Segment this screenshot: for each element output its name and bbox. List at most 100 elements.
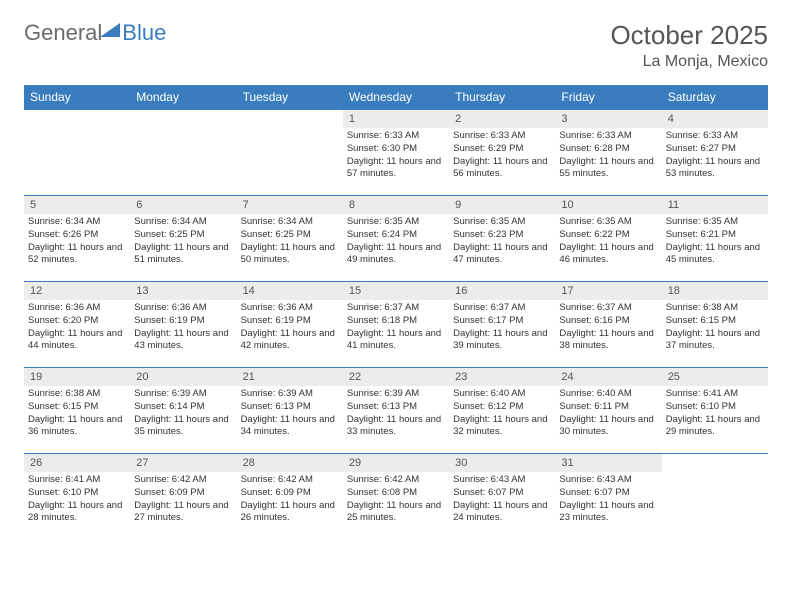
calendar-cell: 19Sunrise: 6:38 AMSunset: 6:15 PMDayligh… [24,368,130,454]
day-details: Sunrise: 6:41 AMSunset: 6:10 PMDaylight:… [24,472,130,529]
sunset-text: Sunset: 6:24 PM [347,229,445,242]
sunset-text: Sunset: 6:27 PM [666,143,764,156]
day-number: 27 [130,454,236,472]
sunset-text: Sunset: 6:25 PM [134,229,232,242]
calendar-cell: 30Sunrise: 6:43 AMSunset: 6:07 PMDayligh… [449,454,555,540]
day-number: 31 [555,454,661,472]
calendar-head: Sunday Monday Tuesday Wednesday Thursday… [24,85,768,110]
calendar-week: 19Sunrise: 6:38 AMSunset: 6:15 PMDayligh… [24,368,768,454]
day-details: Sunrise: 6:36 AMSunset: 6:19 PMDaylight:… [130,300,236,357]
weekday-header: Friday [555,85,661,110]
calendar-cell: 4Sunrise: 6:33 AMSunset: 6:27 PMDaylight… [662,110,768,196]
day-details: Sunrise: 6:42 AMSunset: 6:09 PMDaylight:… [130,472,236,529]
sunset-text: Sunset: 6:29 PM [453,143,551,156]
sunrise-text: Sunrise: 6:38 AM [666,302,764,315]
daylight-text: Daylight: 11 hours and 56 minutes. [453,156,551,182]
calendar-cell: 21Sunrise: 6:39 AMSunset: 6:13 PMDayligh… [237,368,343,454]
calendar-cell: 12Sunrise: 6:36 AMSunset: 6:20 PMDayligh… [24,282,130,368]
sunset-text: Sunset: 6:10 PM [666,401,764,414]
day-details: Sunrise: 6:37 AMSunset: 6:17 PMDaylight:… [449,300,555,357]
calendar-cell: 16Sunrise: 6:37 AMSunset: 6:17 PMDayligh… [449,282,555,368]
sunset-text: Sunset: 6:15 PM [28,401,126,414]
sunrise-text: Sunrise: 6:40 AM [559,388,657,401]
month-title: October 2025 [610,20,768,51]
day-number: 15 [343,282,449,300]
daylight-text: Daylight: 11 hours and 37 minutes. [666,328,764,354]
day-number: 28 [237,454,343,472]
daylight-text: Daylight: 11 hours and 35 minutes. [134,414,232,440]
sunset-text: Sunset: 6:19 PM [241,315,339,328]
sunset-text: Sunset: 6:23 PM [453,229,551,242]
location: La Monja, Mexico [610,53,768,71]
calendar-cell: 8Sunrise: 6:35 AMSunset: 6:24 PMDaylight… [343,196,449,282]
day-number [662,454,768,460]
sunset-text: Sunset: 6:15 PM [666,315,764,328]
day-number: 12 [24,282,130,300]
day-number: 22 [343,368,449,386]
daylight-text: Daylight: 11 hours and 29 minutes. [666,414,764,440]
weekday-header: Sunday [24,85,130,110]
sunrise-text: Sunrise: 6:41 AM [666,388,764,401]
sunset-text: Sunset: 6:26 PM [28,229,126,242]
daylight-text: Daylight: 11 hours and 28 minutes. [28,500,126,526]
weekday-header: Monday [130,85,236,110]
sunset-text: Sunset: 6:08 PM [347,487,445,500]
sunrise-text: Sunrise: 6:33 AM [559,130,657,143]
day-number: 10 [555,196,661,214]
daylight-text: Daylight: 11 hours and 36 minutes. [28,414,126,440]
sunrise-text: Sunrise: 6:39 AM [134,388,232,401]
daylight-text: Daylight: 11 hours and 53 minutes. [666,156,764,182]
day-number: 6 [130,196,236,214]
sunset-text: Sunset: 6:07 PM [559,487,657,500]
daylight-text: Daylight: 11 hours and 49 minutes. [347,242,445,268]
day-number [24,110,130,116]
daylight-text: Daylight: 11 hours and 34 minutes. [241,414,339,440]
daylight-text: Daylight: 11 hours and 47 minutes. [453,242,551,268]
sunset-text: Sunset: 6:25 PM [241,229,339,242]
calendar-cell: 15Sunrise: 6:37 AMSunset: 6:18 PMDayligh… [343,282,449,368]
sunset-text: Sunset: 6:30 PM [347,143,445,156]
day-details: Sunrise: 6:42 AMSunset: 6:08 PMDaylight:… [343,472,449,529]
calendar-cell: 9 Sunrise: 6:35 AMSunset: 6:23 PMDaylight… [449,196,555,282]
day-number: 17 [555,282,661,300]
daylight-text: Daylight: 11 hours and 42 minutes. [241,328,339,354]
day-number: 29 [343,454,449,472]
calendar-body: 1Sunrise: 6:33 AMSunset: 6:30 PMDaylight… [24,110,768,540]
daylight-text: Daylight: 11 hours and 38 minutes. [559,328,657,354]
weekday-header: Tuesday [237,85,343,110]
daylight-text: Daylight: 11 hours and 39 minutes. [453,328,551,354]
weekday-header: Wednesday [343,85,449,110]
day-number: 25 [662,368,768,386]
calendar-cell: 17Sunrise: 6:37 AMSunset: 6:16 PMDayligh… [555,282,661,368]
day-details: Sunrise: 6:43 AMSunset: 6:07 PMDaylight:… [449,472,555,529]
daylight-text: Daylight: 11 hours and 50 minutes. [241,242,339,268]
sunrise-text: Sunrise: 6:35 AM [347,216,445,229]
day-details: Sunrise: 6:38 AMSunset: 6:15 PMDaylight:… [662,300,768,357]
sunrise-text: Sunrise: 6:42 AM [347,474,445,487]
day-number: 13 [130,282,236,300]
day-details: Sunrise: 6:37 AMSunset: 6:18 PMDaylight:… [343,300,449,357]
title-block: October 2025 La Monja, Mexico [610,20,768,71]
sunrise-text: Sunrise: 6:36 AM [241,302,339,315]
daylight-text: Daylight: 11 hours and 30 minutes. [559,414,657,440]
calendar-week: 26Sunrise: 6:41 AMSunset: 6:10 PMDayligh… [24,454,768,540]
daylight-text: Daylight: 11 hours and 32 minutes. [453,414,551,440]
day-number: 30 [449,454,555,472]
day-details: Sunrise: 6:35 AMSunset: 6:24 PMDaylight:… [343,214,449,271]
day-details: Sunrise: 6:41 AMSunset: 6:10 PMDaylight:… [662,386,768,443]
day-number: 26 [24,454,130,472]
day-number: 5 [24,196,130,214]
calendar-cell: 1Sunrise: 6:33 AMSunset: 6:30 PMDaylight… [343,110,449,196]
day-number: 3 [555,110,661,128]
sunrise-text: Sunrise: 6:35 AM [453,216,551,229]
day-number: 9 [449,196,555,214]
calendar-cell: 31Sunrise: 6:43 AMSunset: 6:07 PMDayligh… [555,454,661,540]
day-number: 23 [449,368,555,386]
logo-text-general: General [24,20,102,46]
calendar-cell [662,454,768,540]
sunrise-text: Sunrise: 6:34 AM [134,216,232,229]
day-number [237,110,343,116]
sunrise-text: Sunrise: 6:42 AM [134,474,232,487]
calendar-cell: 18Sunrise: 6:38 AMSunset: 6:15 PMDayligh… [662,282,768,368]
day-details: Sunrise: 6:33 AMSunset: 6:27 PMDaylight:… [662,128,768,185]
